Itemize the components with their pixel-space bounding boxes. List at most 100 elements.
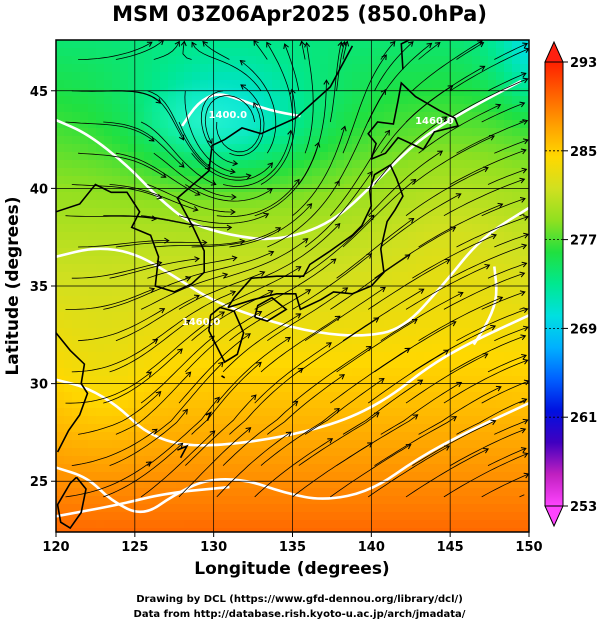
temperature-cell (368, 480, 377, 489)
temperature-cell (88, 192, 97, 201)
temperature-cell (488, 320, 497, 329)
temperature-cell (440, 480, 449, 489)
temperature-cell (496, 160, 505, 169)
streamline-arrow (520, 72, 527, 78)
temperature-cell (384, 480, 393, 489)
temperature-cell (360, 72, 369, 81)
temperature-cell (328, 232, 337, 241)
temperature-cell (240, 224, 249, 233)
temperature-cell (408, 408, 417, 417)
temperature-cell (312, 128, 321, 137)
temperature-cell (352, 56, 361, 65)
temperature-cell (296, 480, 305, 489)
temperature-cell (152, 448, 161, 457)
temperature-cell (360, 88, 369, 97)
temperature-cell (64, 80, 73, 89)
temperature-cell (496, 392, 505, 401)
temperature-cell (104, 56, 113, 65)
temperature-cell (248, 376, 257, 385)
temperature-cell (88, 368, 97, 377)
temperature-cell (96, 72, 105, 81)
temperature-cell (448, 200, 457, 209)
temperature-cell (264, 408, 273, 417)
temperature-cell (400, 280, 409, 289)
temperature-cell (128, 376, 137, 385)
temperature-cell (400, 144, 409, 153)
temperature-cell (328, 96, 337, 105)
temperature-cell (456, 240, 465, 249)
temperature-cell (496, 144, 505, 153)
temperature-cell (496, 344, 505, 353)
temperature-cell (416, 384, 425, 393)
temperature-cell (368, 96, 377, 105)
temperature-cell (328, 440, 337, 449)
temperature-cell (56, 304, 65, 313)
temperature-cell (296, 232, 305, 241)
temperature-cell (72, 512, 81, 521)
temperature-cell (256, 264, 265, 273)
temperature-cell (72, 256, 81, 265)
colorbar-tick-label: 293 (570, 56, 597, 71)
temperature-cell (168, 224, 177, 233)
temperature-cell (168, 432, 177, 441)
temperature-cell (72, 328, 81, 337)
temperature-cell (336, 248, 345, 257)
temperature-cell (400, 328, 409, 337)
temperature-cell (256, 352, 265, 361)
streamline (260, 408, 340, 466)
temperature-cell (104, 272, 113, 281)
temperature-cell (376, 80, 385, 89)
temperature-cell (232, 368, 241, 377)
streamline (140, 430, 215, 498)
temperature-cell (64, 224, 73, 233)
temperature-cell (232, 240, 241, 249)
temperature-cell (304, 368, 313, 377)
temperature-cell (424, 160, 433, 169)
temperature-cell (336, 496, 345, 505)
temperature-cell (328, 432, 337, 441)
temperature-cell (56, 352, 65, 361)
temperature-cell (320, 248, 329, 257)
temperature-cell (496, 208, 505, 217)
temperature-cell (224, 232, 233, 241)
temperature-cell (144, 528, 153, 532)
temperature-cell (136, 488, 145, 497)
temperature-cell (488, 216, 497, 225)
temperature-cell (272, 160, 281, 169)
streamline-arrow (218, 361, 224, 368)
temperature-cell (232, 496, 241, 505)
temperature-cell (216, 456, 225, 465)
temperature-cell (240, 304, 249, 313)
temperature-cell (392, 472, 401, 481)
temperature-cell (112, 120, 121, 129)
temperature-cell (216, 192, 225, 201)
temperature-cell (512, 56, 521, 65)
temperature-cell (304, 232, 313, 241)
coastline (56, 476, 87, 530)
temperature-cell (440, 520, 449, 529)
temperature-cell (304, 384, 313, 393)
temperature-cell (200, 176, 209, 185)
temperature-cell (400, 264, 409, 273)
temperature-cell (328, 472, 337, 481)
streamline (443, 359, 528, 404)
temperature-cell (176, 320, 185, 329)
temperature-cell (256, 424, 265, 433)
temperature-cell (376, 520, 385, 529)
temperature-cell (160, 368, 169, 377)
temperature-cell (280, 480, 289, 489)
streamline (216, 179, 300, 217)
temperature-cell (496, 280, 505, 289)
temperature-cell (512, 112, 521, 121)
temperature-cell (120, 216, 129, 225)
temperature-cell (384, 176, 393, 185)
temperature-cell (248, 504, 257, 513)
temperature-cell (256, 152, 265, 161)
temperature-cell (208, 256, 217, 265)
temperature-cell (320, 304, 329, 313)
temperature-cell (120, 376, 129, 385)
temperature-cell (88, 496, 97, 505)
streamline (405, 353, 488, 404)
temperature-cell (256, 320, 265, 329)
temperature-cell (56, 240, 65, 249)
